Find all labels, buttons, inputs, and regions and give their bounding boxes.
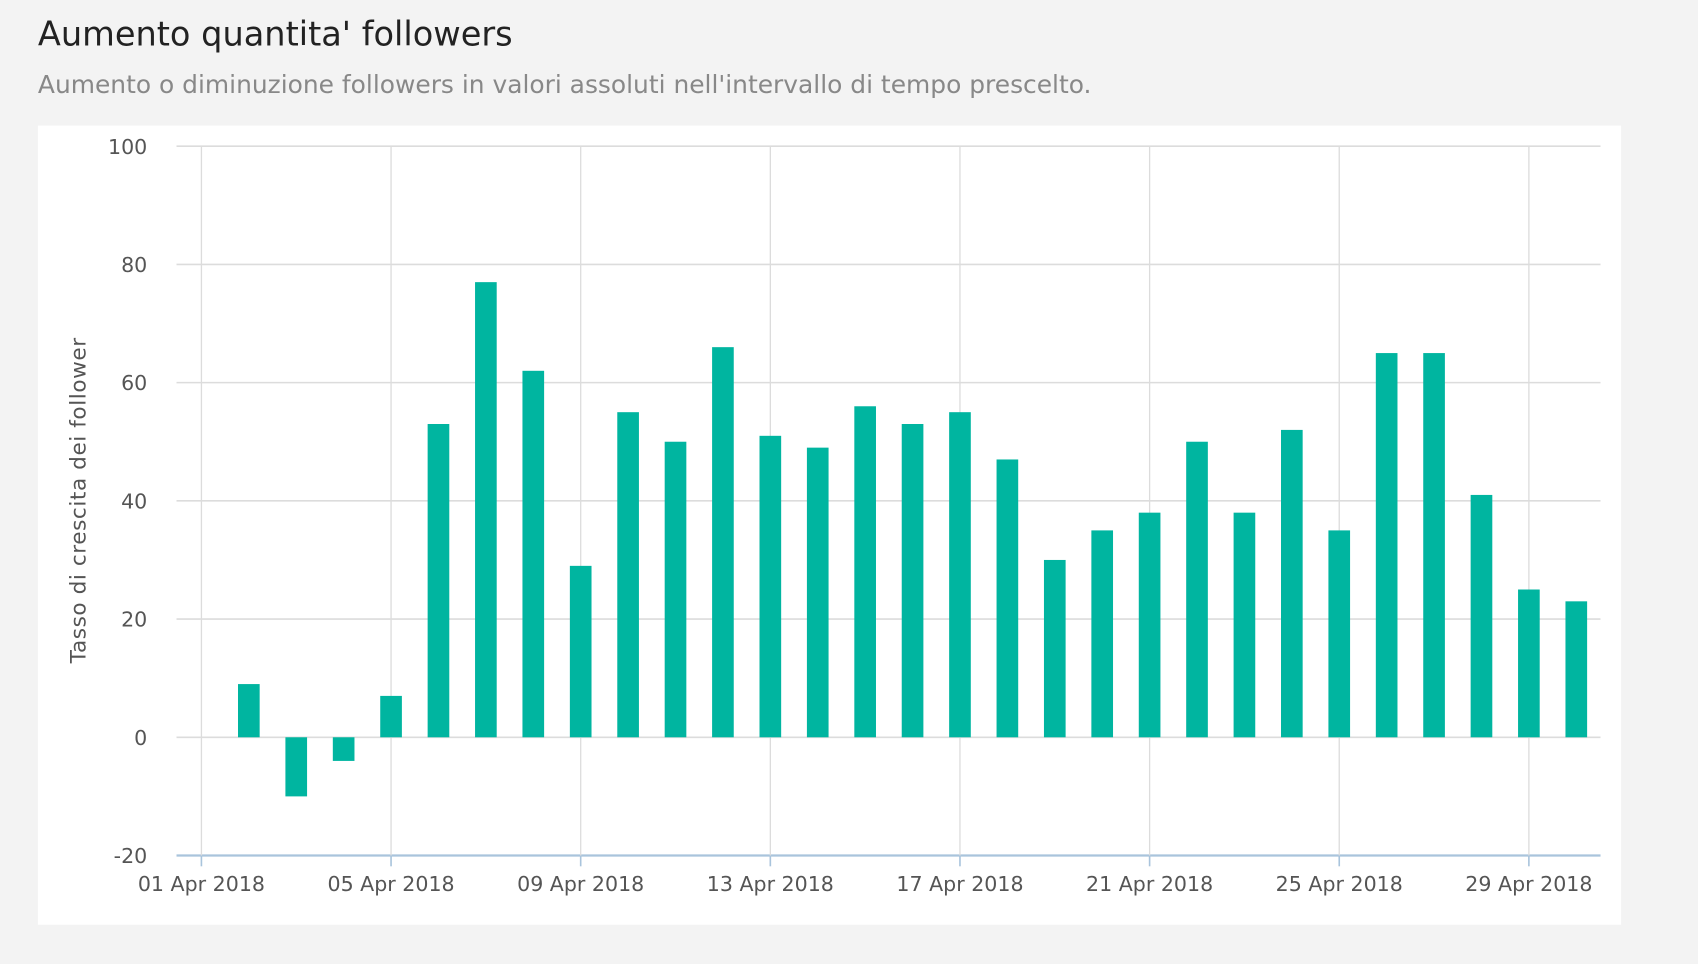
bar-2018-04-07 <box>475 282 497 738</box>
y-tick-label: 80 <box>121 253 147 277</box>
bar-2018-04-14 <box>806 447 829 738</box>
bar-2018-04-03 <box>285 737 308 797</box>
bar-2018-04-25 <box>1328 530 1351 738</box>
x-tick-label: 13 Apr 2018 <box>707 872 834 896</box>
bar-2018-04-24 <box>1281 429 1303 738</box>
bar-2018-04-22 <box>1186 441 1208 738</box>
bar-2018-04-28 <box>1470 494 1493 738</box>
bar-2018-04-23 <box>1233 512 1256 738</box>
bar-2018-04-30 <box>1565 601 1588 738</box>
bar-2018-04-18 <box>996 459 1019 738</box>
bar-2018-04-05 <box>380 695 402 738</box>
bar-2018-04-13 <box>759 435 782 738</box>
x-tick-label: 29 Apr 2018 <box>1465 872 1592 896</box>
y-tick-label: 40 <box>121 489 147 513</box>
bar-2018-04-02 <box>237 684 260 738</box>
x-tick-label: 01 Apr 2018 <box>138 872 265 896</box>
x-tick-label: 21 Apr 2018 <box>1086 872 1213 896</box>
y-tick-label: 0 <box>134 726 147 750</box>
bar-2018-04-12 <box>712 347 734 738</box>
bar-2018-04-29 <box>1518 589 1540 738</box>
bar-2018-04-26 <box>1375 353 1398 738</box>
x-tick-label: 09 Apr 2018 <box>517 872 644 896</box>
x-tick-label: 25 Apr 2018 <box>1276 872 1403 896</box>
bar-2018-04-21 <box>1138 512 1161 738</box>
bar-2018-04-04 <box>332 737 355 761</box>
y-tick-label: 20 <box>121 608 147 632</box>
bar-2018-04-15 <box>854 406 876 738</box>
bar-2018-04-10 <box>617 412 639 738</box>
y-tick-label: 60 <box>121 371 147 395</box>
chart-subtitle: Aumento o diminuzione followers in valor… <box>37 71 1092 100</box>
bar-2018-04-11 <box>664 441 687 738</box>
bar-2018-04-17 <box>949 412 971 738</box>
bar-2018-04-09 <box>569 565 592 738</box>
x-tick-label: 05 Apr 2018 <box>327 872 454 896</box>
y-tick-label: -20 <box>114 844 148 868</box>
y-tick-label: 100 <box>108 135 147 159</box>
y-axis-label: Tasso di crescita dei follower <box>67 337 92 664</box>
bar-2018-04-06 <box>427 424 450 738</box>
bar-2018-04-27 <box>1423 353 1445 738</box>
bar-2018-04-20 <box>1091 530 1114 738</box>
bar-2018-04-08 <box>522 370 545 738</box>
chart-title: Aumento quantita' followers <box>37 15 513 55</box>
bar-2018-04-16 <box>901 424 924 738</box>
bar-2018-04-19 <box>1043 559 1066 738</box>
x-tick-label: 17 Apr 2018 <box>896 872 1023 896</box>
